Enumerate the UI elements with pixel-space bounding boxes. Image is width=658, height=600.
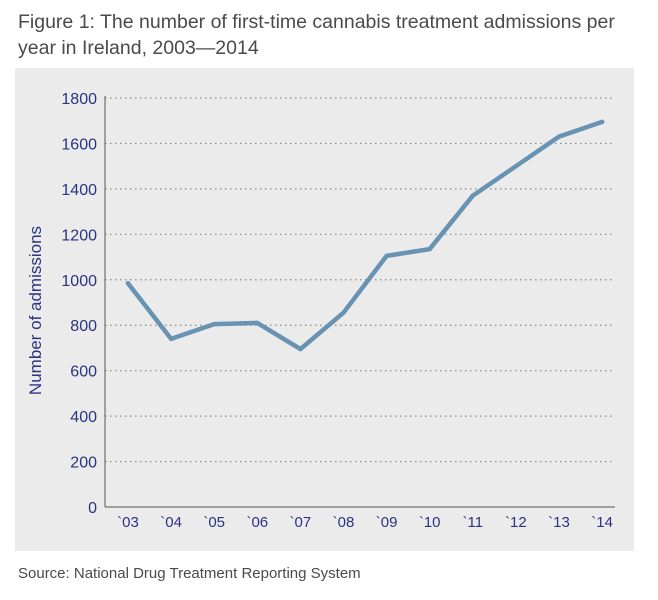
data-point (168, 336, 174, 342)
x-tick-label: `11 (463, 514, 484, 531)
y-tick-label: 1800 (61, 91, 97, 108)
source-note: Source: National Drug Treatment Reportin… (18, 565, 361, 582)
data-point (125, 280, 131, 286)
data-point (556, 134, 562, 139)
y-tick-label: 800 (70, 318, 97, 335)
data-point (341, 310, 346, 315)
y-tick-label: 200 (70, 455, 97, 472)
data-point (513, 163, 519, 169)
y-tick-label: 600 (70, 364, 97, 381)
x-tick-label: `04 (160, 514, 182, 531)
data-point (255, 320, 260, 326)
gridlines (105, 97, 615, 463)
data-point (427, 246, 432, 252)
line-chart: 0 200 400 600 800 1000 1200 1400 1600 1800 `03 `04… (26, 91, 615, 531)
y-tick-label: 1600 (61, 136, 97, 153)
x-tick-label: `10 (419, 514, 441, 531)
y-tick-label: 0 (88, 500, 97, 517)
series-line (125, 119, 605, 352)
data-point (470, 193, 475, 198)
y-tick-label: 1400 (61, 182, 97, 199)
data-point (599, 119, 605, 125)
y-tick-label: 1200 (61, 227, 97, 244)
x-tick-label: `07 (290, 514, 312, 531)
x-tick-label: `05 (203, 514, 225, 531)
data-point (212, 321, 217, 327)
axes (104, 96, 615, 508)
x-tick-labels: `03 `04 `05 `06 `07 `08 `09 `10 `11 `12 `13 `14 (117, 514, 613, 531)
y-axis-label: Number of admissions (26, 226, 45, 395)
chart-panel: 0 200 400 600 800 1000 1200 1400 1600 1800 `03 `04… (15, 68, 634, 551)
figure-title: Figure 1: The number of first-time canna… (18, 11, 615, 59)
y-tick-label: 400 (70, 409, 97, 426)
series-layer (125, 119, 605, 352)
y-tick-labels: 0 200 400 600 800 1000 1200 1400 1600 1800 (61, 91, 97, 517)
x-tick-label: `06 (246, 514, 268, 531)
x-tick-label: `03 (117, 514, 139, 531)
y-tick-label: 1000 (61, 273, 97, 290)
x-tick-label: `08 (333, 514, 355, 531)
data-point (298, 346, 303, 352)
x-tick-label: `13 (548, 514, 570, 531)
data-point (384, 253, 389, 259)
x-tick-label: `12 (505, 514, 527, 531)
x-tick-label: `09 (376, 514, 398, 531)
x-tick-label: `14 (591, 514, 613, 531)
